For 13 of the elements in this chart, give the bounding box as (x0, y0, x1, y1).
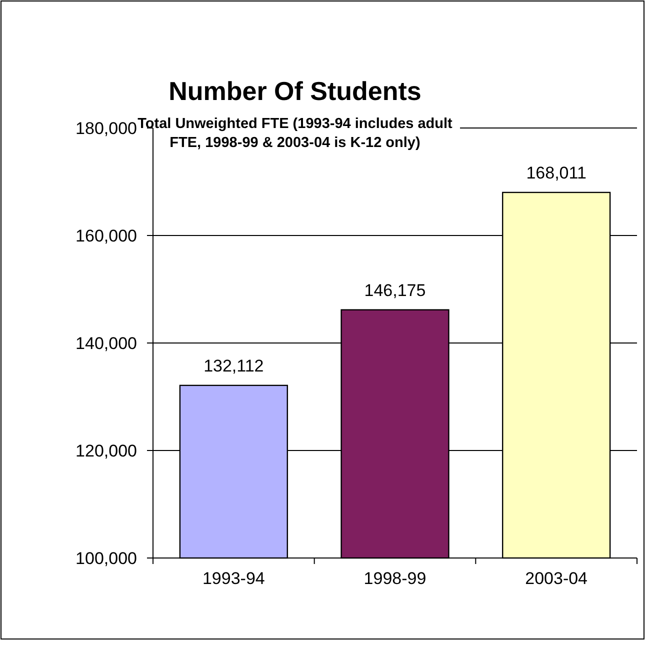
x-tick-label: 2003-04 (525, 569, 588, 588)
y-tick-label: 120,000 (76, 441, 137, 460)
chart-title: Number Of Students (168, 76, 422, 106)
x-tick-label: 1993-94 (202, 569, 265, 588)
chart-subtitle: Total Unweighted FTE (1993-94 includes adult FTE, 1998-99 & 2003-04 is K-12 only) (138, 116, 453, 151)
y-tick-label: 140,000 (76, 334, 137, 353)
y-tick-label: 180,000 (76, 118, 137, 138)
x-tick-label: 1998-99 (364, 569, 426, 588)
y-tick-label: 160,000 (76, 226, 137, 246)
data-label: 132,112 (204, 356, 264, 376)
y-tick-label: 100,000 (76, 548, 137, 568)
data-label: 168,011 (526, 163, 586, 182)
data-label: 146,175 (364, 280, 426, 300)
